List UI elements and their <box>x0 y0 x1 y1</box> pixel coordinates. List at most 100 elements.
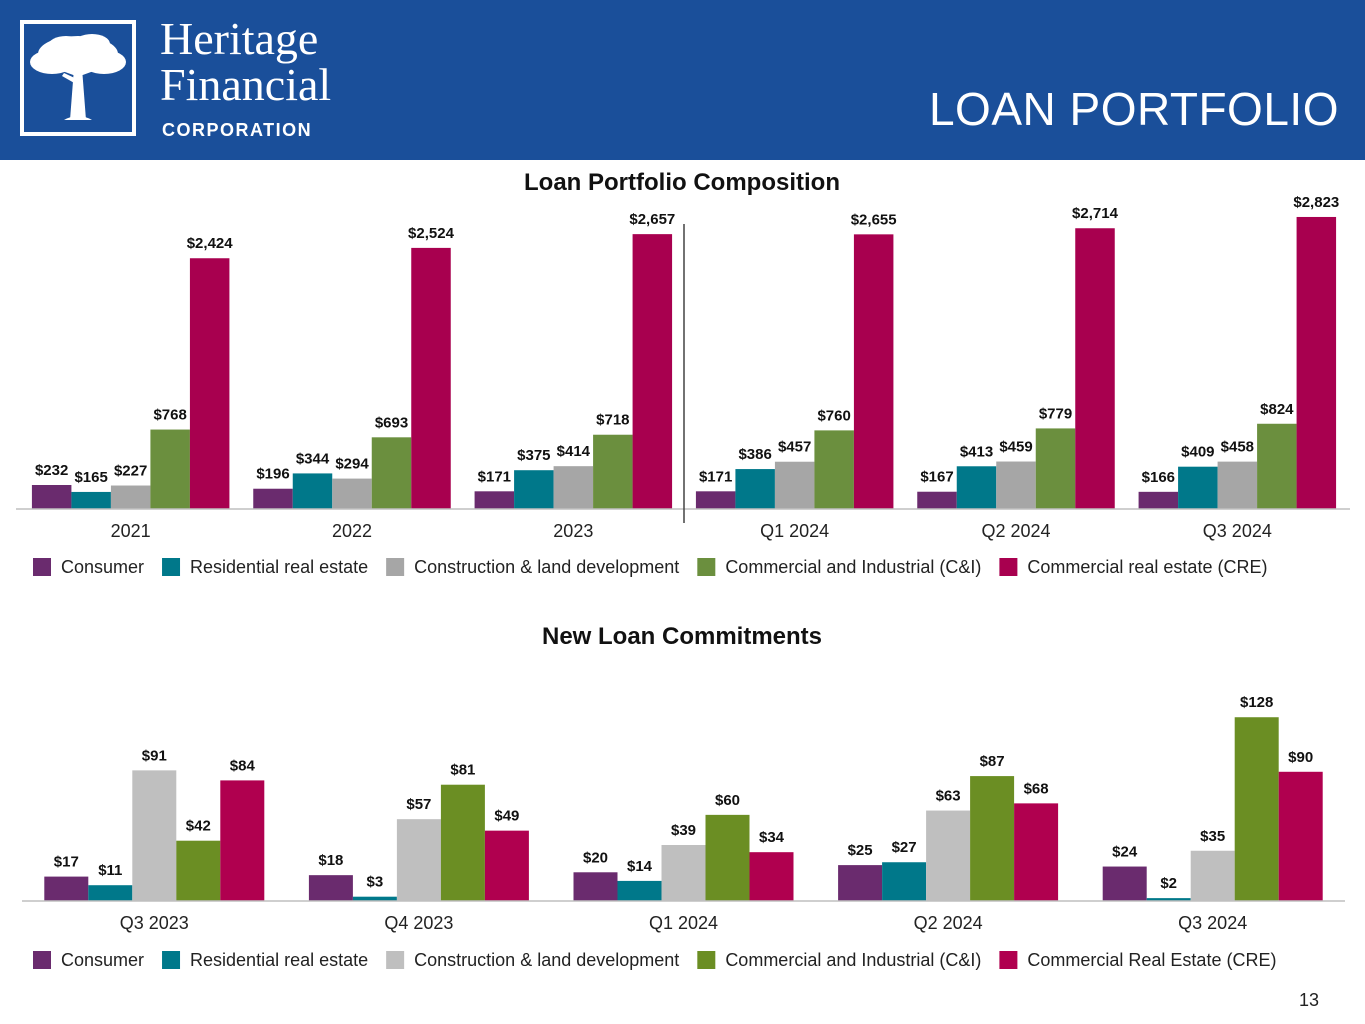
chart1-legend-label: Commercial and Industrial (C&I) <box>725 557 981 577</box>
chart1-data-label: $2,823 <box>1293 194 1339 211</box>
chart1-bar-consumer-2022 <box>253 488 293 509</box>
chart1-data-label: $2,714 <box>1072 205 1119 222</box>
chart2-data-label: $84 <box>230 757 256 774</box>
chart1-legend-label: Construction & land development <box>414 557 679 577</box>
chart1-legend-label: Consumer <box>61 557 144 577</box>
chart1-data-label: $344 <box>296 450 330 467</box>
chart2-data-label: $60 <box>715 792 740 809</box>
chart2-bar-residential-real-estate-q3-2023 <box>88 885 133 901</box>
chart1-bar-construction-land-development-q1-2024 <box>774 461 815 509</box>
chart2-bar-commercial-and-industrial-c-i-q3-2024 <box>1234 717 1279 901</box>
chart1-data-label: $693 <box>375 414 408 431</box>
chart1-data-label: $171 <box>478 468 511 485</box>
chart2-category-label: Q3 2024 <box>1178 913 1247 933</box>
chart2-data-label: $17 <box>54 854 79 871</box>
chart2-bar-residential-real-estate-q1-2024 <box>617 880 662 901</box>
chart1-category-label: 2023 <box>553 521 593 541</box>
chart1-data-label: $165 <box>74 469 107 486</box>
chart1-bar-residential-real-estate-q3-2024 <box>1178 466 1218 509</box>
chart1-data-label: $232 <box>35 462 68 479</box>
chart2-bar-commercial-and-industrial-c-i-q2-2024 <box>970 776 1015 901</box>
chart2-bar-consumer-q3-2023 <box>44 876 89 901</box>
chart1-title: Loan Portfolio Composition <box>524 169 840 196</box>
chart2-data-label: $25 <box>848 842 873 859</box>
chart1-bar-commercial-real-estate-cre-2022 <box>411 247 451 509</box>
chart1-category-label: 2021 <box>111 521 151 541</box>
chart1-bar-residential-real-estate-2023 <box>514 470 554 509</box>
chart1-data-label: $2,524 <box>408 225 455 242</box>
chart2-data-label: $128 <box>1240 694 1273 711</box>
chart2-data-label: $24 <box>1112 844 1138 861</box>
chart1-bar-residential-real-estate-q1-2024 <box>735 469 775 509</box>
chart1-data-label: $2,655 <box>851 211 897 228</box>
chart1-bar-commercial-and-industrial-c-i-2021 <box>150 429 190 509</box>
chart2-bar-construction-land-development-q3-2024 <box>1190 850 1235 901</box>
chart2-bar-commercial-and-industrial-c-i-q3-2023 <box>176 840 221 901</box>
chart1-category-label: Q3 2024 <box>1203 521 1272 541</box>
chart1-data-label: $409 <box>1181 444 1214 461</box>
chart2-data-label: $2 <box>1160 875 1177 892</box>
loan-portfolio-composition-chart: Loan Portfolio Composition $232 $165 $227 $7… <box>16 169 1350 577</box>
chart2-category-label: Q2 2024 <box>914 913 983 933</box>
chart1-bar-commercial-real-estate-cre-2023 <box>632 234 673 509</box>
chart2-data-label: $20 <box>583 849 608 866</box>
chart1-bar-construction-land-development-q3-2024 <box>1217 461 1258 509</box>
chart2-data-label: $11 <box>98 862 122 879</box>
chart2-title: New Loan Commitments <box>542 623 822 650</box>
chart1-data-label: $760 <box>817 407 850 424</box>
chart1-data-label: $166 <box>1142 469 1175 486</box>
chart1-bar-construction-land-development-2023 <box>553 466 594 509</box>
chart1-data-label: $458 <box>1221 439 1254 456</box>
chart2-data-label: $63 <box>936 788 961 805</box>
chart2-data-label: $35 <box>1200 828 1225 845</box>
chart2-data-label: $39 <box>671 822 696 839</box>
chart1-bar-construction-land-development-2021 <box>110 485 151 509</box>
chart2-data-label: $49 <box>494 808 519 825</box>
chart2-data-label: $34 <box>759 829 785 846</box>
chart2-bar-commercial-real-estate-cre-q1-2024 <box>749 852 794 901</box>
chart2-bar-commercial-and-industrial-c-i-q1-2024 <box>705 814 750 901</box>
tree-icon <box>30 34 126 120</box>
chart1-bar-commercial-and-industrial-c-i-2022 <box>371 437 412 509</box>
chart2-legend-swatch <box>999 951 1018 969</box>
chart1-legend-swatch <box>162 558 181 576</box>
chart1-legend-swatch <box>999 558 1018 576</box>
chart1-data-label: $227 <box>114 463 147 480</box>
chart2-legend-label: Commercial and Industrial (C&I) <box>725 950 981 970</box>
chart2-category-label: Q1 2024 <box>649 913 718 933</box>
chart1-data-label: $824 <box>1260 401 1294 418</box>
chart2-legend-swatch <box>697 951 716 969</box>
chart1-legend-label: Residential real estate <box>190 557 368 577</box>
chart2-bar-commercial-real-estate-cre-q3-2023 <box>220 780 265 901</box>
chart1-data-label: $375 <box>517 447 550 464</box>
new-loan-commitments-chart: New Loan Commitments $17 $11 $91 $42 $84 Q3 20… <box>22 623 1345 970</box>
chart1-data-label: $459 <box>999 439 1032 456</box>
chart2-data-label: $90 <box>1288 749 1313 766</box>
company-name-line2: Financial <box>160 59 332 110</box>
chart2-legend-label: Consumer <box>61 950 144 970</box>
chart2-legend-label: Commercial Real Estate (CRE) <box>1027 950 1276 970</box>
chart2-bar-commercial-and-industrial-c-i-q4-2023 <box>440 784 485 901</box>
company-name-line1: Heritage <box>160 13 319 64</box>
chart2-data-label: $42 <box>186 818 211 835</box>
chart1-data-label: $167 <box>920 469 953 486</box>
chart2-bar-consumer-q4-2023 <box>308 875 353 901</box>
chart1-bar-consumer-q2-2024 <box>917 491 957 509</box>
chart2-data-label: $81 <box>450 762 475 779</box>
chart1-data-label: $196 <box>256 466 289 483</box>
chart2-data-label: $91 <box>142 747 167 764</box>
chart2-bar-consumer-q1-2024 <box>573 872 618 901</box>
chart1-bar-consumer-q1-2024 <box>695 491 736 509</box>
chart1-bar-residential-real-estate-q2-2024 <box>956 466 997 509</box>
page-title: LOAN PORTFOLIO <box>928 83 1339 135</box>
chart2-data-label: $3 <box>367 874 384 891</box>
chart1-data-label: $171 <box>699 468 732 485</box>
chart1-bar-construction-land-development-2022 <box>332 478 372 509</box>
chart1-data-label: $386 <box>738 446 771 463</box>
chart1-data-label: $413 <box>960 443 993 460</box>
header-banner: Heritage Financial CORPORATION LOAN PORT… <box>0 0 1365 160</box>
chart2-legend-label: Residential real estate <box>190 950 368 970</box>
chart1-bar-consumer-2023 <box>474 491 515 509</box>
chart1-legend-swatch <box>33 558 51 576</box>
chart2-bar-residential-real-estate-q4-2023 <box>352 896 397 901</box>
